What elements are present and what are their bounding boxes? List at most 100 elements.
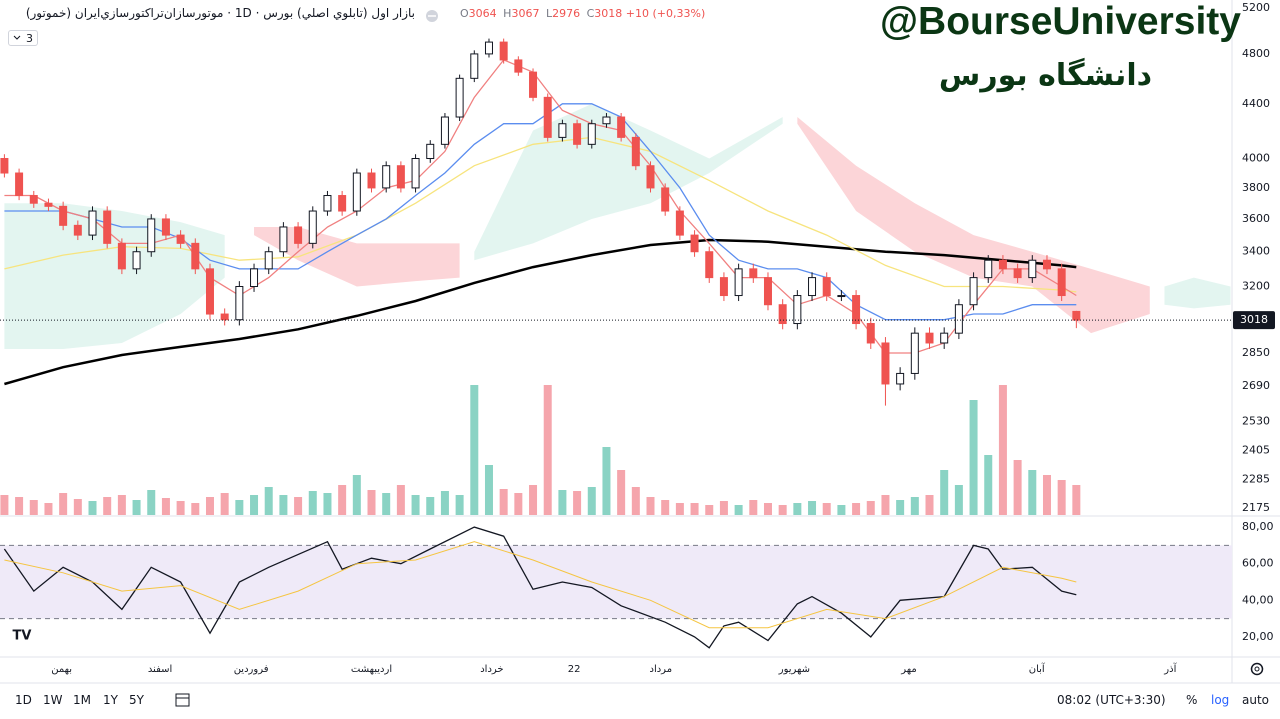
volume-bar (763, 503, 772, 515)
x-tick-label: شهریور (778, 664, 810, 675)
range-button[interactable]: 1D (15, 693, 32, 707)
y-tick-label: 2175 (1242, 501, 1270, 514)
volume-bar (719, 501, 728, 515)
volume-bar (514, 493, 523, 515)
candle-body (822, 277, 831, 297)
candle-body (514, 59, 523, 73)
candle-body (455, 77, 464, 118)
cloud (474, 103, 783, 261)
volume-bar (470, 385, 479, 515)
volume-bar (749, 500, 758, 515)
candle-body (808, 277, 817, 297)
volume-bar (103, 497, 112, 515)
candle-body (308, 210, 317, 244)
cloud (1164, 277, 1231, 309)
indicator-count[interactable]: 3 (8, 30, 38, 46)
candle-body (896, 372, 905, 385)
volume-bar (910, 497, 919, 515)
candle-body (661, 187, 670, 212)
volume-bar (925, 495, 934, 515)
volume-bar (1013, 460, 1022, 515)
calendar-icon[interactable] (175, 693, 190, 707)
percent-toggle[interactable]: % (1186, 693, 1198, 707)
candle-body (499, 41, 508, 61)
x-tick-label: مهر (900, 664, 916, 675)
candle-body (0, 158, 9, 174)
volume-bar (323, 493, 332, 515)
change: +10 (625, 7, 649, 20)
volume-bar (396, 485, 405, 515)
volume-bar (338, 485, 347, 515)
y-tick-label: 2405 (1242, 443, 1270, 456)
volume-bar (984, 455, 993, 515)
candle-body (294, 226, 303, 244)
indicator-line (4, 59, 1077, 354)
volume-bar (1072, 485, 1081, 515)
volume-bar (294, 497, 303, 515)
volume-bar (279, 495, 288, 515)
volume-bar (896, 500, 905, 515)
x-tick-label: آبان (1029, 662, 1046, 675)
candle-body (147, 218, 156, 253)
volume-bar (455, 495, 464, 515)
candle-body (59, 205, 68, 226)
candle-body (470, 53, 479, 79)
symbol-title: بازار اول (تابلوي اصلي) بورس · 1D · موتو… (25, 6, 415, 20)
volume-bar (881, 495, 890, 515)
log-toggle[interactable]: log (1211, 693, 1230, 707)
indicator-line (4, 238, 1077, 386)
candle-body (103, 210, 112, 244)
range-button[interactable]: 1W (43, 693, 63, 707)
candle-body (778, 304, 787, 325)
volume-bar (191, 503, 200, 515)
eye-icon[interactable] (426, 10, 438, 22)
volume-bar (705, 505, 714, 515)
volume-bar (866, 501, 875, 515)
volume-bar (778, 505, 787, 515)
volume-bar (44, 503, 53, 515)
volume-bar (73, 499, 82, 515)
candle-body (1013, 268, 1022, 279)
volume-bar (59, 493, 68, 515)
settings-icon[interactable] (1250, 662, 1264, 676)
candle-body (529, 71, 538, 98)
candle-body (793, 295, 802, 325)
candle-body (690, 234, 699, 253)
y-tick-label: 80,00 (1242, 520, 1274, 533)
volume-bar (264, 487, 273, 515)
x-tick-label: اسفند (148, 664, 172, 675)
volume-bar (852, 503, 861, 515)
candle-body (881, 342, 890, 385)
candle-body (940, 332, 949, 344)
candle-body (191, 242, 200, 270)
candle-body (763, 277, 772, 306)
candle-body (264, 251, 273, 270)
y-tick-label: 3400 (1242, 245, 1270, 258)
auto-toggle[interactable]: auto (1242, 693, 1270, 707)
candle-body (250, 268, 259, 288)
volume-bar (0, 495, 9, 515)
tv-logo: TV (8, 624, 36, 648)
candle-body (73, 224, 82, 236)
indicator-line (4, 541, 1077, 629)
volume-bar (411, 495, 420, 515)
volume-bar (161, 498, 170, 515)
candle-body (543, 96, 552, 138)
range-button[interactable]: 1M (73, 693, 91, 707)
range-button[interactable]: 5Y (129, 693, 144, 707)
x-tick-label: خرداد (480, 664, 503, 675)
volume-bar (602, 447, 611, 515)
ohlc-value: 3067 (511, 7, 540, 20)
y-tick-label: 4400 (1242, 97, 1270, 110)
volume-bar (690, 503, 699, 515)
volume-bar (529, 485, 538, 515)
volume-bar (543, 385, 552, 515)
ohlc-value: 3018 (594, 7, 623, 20)
range-button[interactable]: 1Y (103, 693, 118, 707)
volume-bar (29, 500, 38, 515)
candle-body (440, 116, 449, 145)
last-price-box (1233, 311, 1275, 330)
candle-body (411, 158, 420, 189)
volume-bar (15, 497, 24, 515)
watermark-name: دانشگاه بورس (938, 58, 1152, 93)
